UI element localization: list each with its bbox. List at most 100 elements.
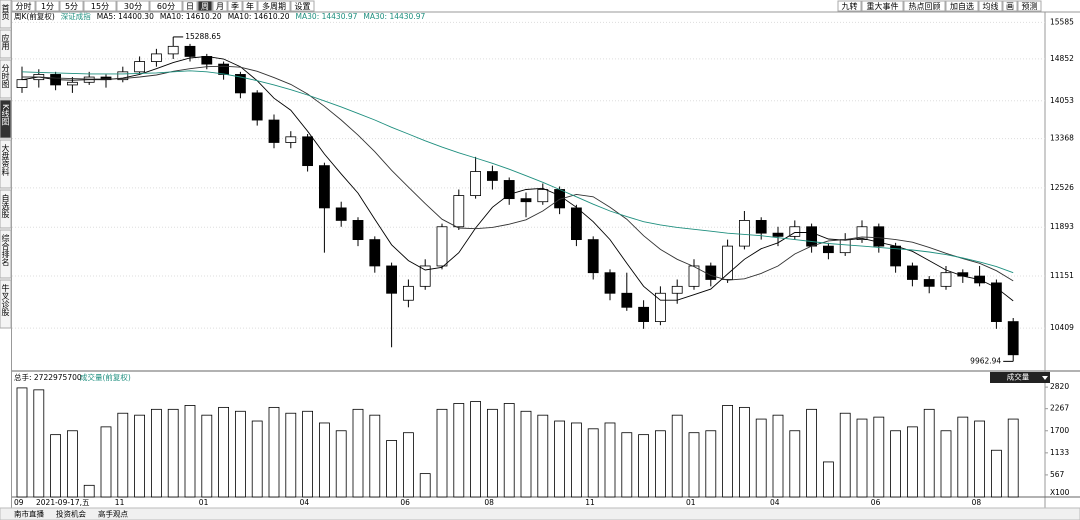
candle-body xyxy=(285,136,297,143)
sidebar-tab[interactable] xyxy=(0,59,12,99)
candle-body xyxy=(167,45,179,55)
y-tick-label: 10409 xyxy=(1050,323,1074,332)
sidebar-label[interactable]: K线图 xyxy=(1,104,10,126)
volume-bar xyxy=(940,430,952,498)
tool-label[interactable]: 重大事件 xyxy=(867,1,899,11)
period-button[interactable] xyxy=(257,0,291,12)
period-label[interactable]: 15分 xyxy=(91,2,109,11)
sidebar-label[interactable]: 应用 xyxy=(1,33,10,51)
period-button[interactable] xyxy=(83,0,117,12)
sidebar-label[interactable]: 首页 xyxy=(1,3,10,21)
volume-bar xyxy=(251,420,263,498)
volume-bar xyxy=(755,418,767,498)
candle-body xyxy=(486,171,498,181)
sidebar-label[interactable]: 大盘资料 xyxy=(1,143,10,177)
tool-label[interactable]: 加自选 xyxy=(950,1,974,11)
volume-bar xyxy=(419,473,431,498)
y-tick-label: 11151 xyxy=(1050,271,1074,280)
volume-bar xyxy=(873,416,885,498)
period-label[interactable]: 日 xyxy=(186,2,194,11)
cursor-date: 2021-09-17,五 xyxy=(36,498,90,507)
candle-body xyxy=(318,165,330,209)
bottom-link[interactable]: 投资机会 xyxy=(56,509,86,519)
tool-button[interactable] xyxy=(1002,0,1018,12)
sidebar-tab[interactable] xyxy=(0,279,12,329)
candle-body xyxy=(722,245,733,280)
volume-bar xyxy=(705,430,717,498)
sidebar-label[interactable]: 牛叉诊股 xyxy=(1,283,10,317)
x-tick-label: 09 xyxy=(14,498,24,507)
tool-label[interactable]: 热点回顾 xyxy=(909,1,941,11)
tool-button[interactable] xyxy=(945,0,979,12)
volume-bar xyxy=(957,416,969,498)
volume-bar xyxy=(638,434,649,498)
tool-label[interactable]: 画 xyxy=(1006,2,1014,11)
volume-bar xyxy=(67,430,78,498)
sidebar-tab[interactable] xyxy=(0,99,12,139)
tool-button[interactable] xyxy=(861,0,904,12)
period-label[interactable]: 60分 xyxy=(157,2,175,11)
period-button[interactable] xyxy=(59,0,84,12)
bottom-link[interactable]: 南市直播 xyxy=(14,509,44,519)
period-button[interactable] xyxy=(290,0,315,12)
period-label[interactable]: 设置 xyxy=(295,1,311,11)
period-label[interactable]: 1分 xyxy=(41,2,54,11)
period-button[interactable] xyxy=(227,0,243,12)
period-button[interactable] xyxy=(182,0,198,12)
y-tick-label: 15585 xyxy=(1050,17,1074,26)
period-button[interactable] xyxy=(35,0,60,12)
x-tick-label: 01 xyxy=(686,498,696,507)
volume-bar xyxy=(33,389,45,498)
period-label[interactable]: 周 xyxy=(201,2,209,11)
volume-bar xyxy=(890,430,901,498)
period-label[interactable]: 月 xyxy=(216,2,224,11)
sidebar-tab[interactable] xyxy=(0,0,12,29)
sidebar-tab[interactable] xyxy=(0,29,12,59)
sidebar-label[interactable]: 综合排名 xyxy=(1,233,10,267)
volume-bar xyxy=(285,412,297,498)
period-label[interactable]: 30分 xyxy=(124,2,142,11)
volume-bar xyxy=(167,408,179,498)
period-label[interactable]: 多周期 xyxy=(262,1,286,11)
tool-label[interactable]: 均线 xyxy=(983,1,999,11)
volume-bar xyxy=(671,414,683,498)
period-button[interactable] xyxy=(242,0,258,12)
sidebar-tab[interactable] xyxy=(0,139,12,189)
candle-body xyxy=(991,282,1002,322)
volume-button[interactable] xyxy=(990,372,1050,383)
sidebar-label[interactable]: 分时图 xyxy=(1,64,10,89)
tool-button[interactable] xyxy=(903,0,946,12)
bottom-link[interactable]: 高手观点 xyxy=(98,509,128,519)
sidebar-label[interactable]: 自选股 xyxy=(1,193,10,219)
period-button[interactable] xyxy=(116,0,150,12)
candle-body xyxy=(134,61,146,73)
tool-button[interactable] xyxy=(837,0,862,12)
period-button[interactable] xyxy=(197,0,213,12)
period-button[interactable] xyxy=(149,0,183,12)
period-label[interactable]: 5分 xyxy=(65,2,78,11)
period-button[interactable] xyxy=(11,0,36,12)
candle-body xyxy=(520,198,532,203)
period-label[interactable]: 分时 xyxy=(16,1,32,11)
x-tick-label: 04 xyxy=(300,498,310,507)
period-button[interactable] xyxy=(212,0,228,12)
candle-body xyxy=(150,53,162,62)
x-tick-label: 08 xyxy=(972,498,982,507)
period-label[interactable]: 季 xyxy=(231,1,239,11)
tool-label[interactable]: 九转 xyxy=(842,1,858,11)
volume-bar xyxy=(604,422,616,498)
candle-body xyxy=(604,272,616,294)
tool-button[interactable] xyxy=(1017,0,1042,12)
period-label[interactable]: 年 xyxy=(246,1,254,11)
volume-bar xyxy=(16,387,28,498)
volume-bar xyxy=(907,426,918,498)
candle-body xyxy=(184,45,196,57)
y-tick-label: 11893 xyxy=(1050,222,1074,231)
volume-bar xyxy=(352,408,364,498)
volume-bar xyxy=(184,405,196,498)
sidebar-tab[interactable] xyxy=(0,229,12,279)
sidebar-tab[interactable] xyxy=(0,189,12,229)
volume-button-label[interactable]: 成交量 xyxy=(1007,372,1030,382)
tool-label[interactable]: 预测 xyxy=(1022,1,1038,11)
tool-button[interactable] xyxy=(978,0,1003,12)
